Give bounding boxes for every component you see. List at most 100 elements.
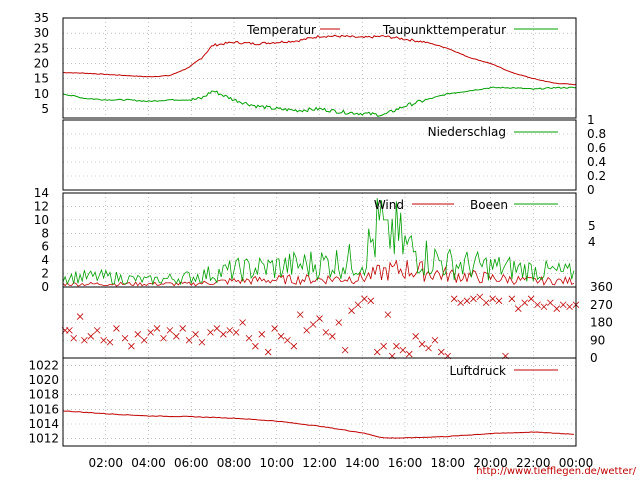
wind-direction-point <box>121 334 129 342</box>
x-tick-label: 02:00 <box>88 456 123 470</box>
wind-direction-point <box>418 340 426 348</box>
wind-direction-point <box>405 350 413 358</box>
x-tick-label: 06:00 <box>174 456 209 470</box>
legend-boeen: Boeen <box>470 198 508 212</box>
y2-tick-label: 360 <box>590 280 613 294</box>
point-mark <box>303 327 310 334</box>
point-mark <box>367 297 375 305</box>
x-tick-label: 10:00 <box>259 456 294 470</box>
y-tick-label: 1022 <box>28 358 59 372</box>
wind-direction-point <box>380 342 387 350</box>
point-mark <box>341 346 349 354</box>
point-mark <box>335 319 343 326</box>
wind-direction-point <box>367 297 375 305</box>
point-mark <box>380 342 387 350</box>
point-mark <box>153 325 161 332</box>
point-mark <box>113 325 120 332</box>
wind-direction-point <box>450 295 458 303</box>
point-mark <box>508 295 516 303</box>
point-mark <box>239 319 246 326</box>
point-mark <box>393 342 400 350</box>
wind-direction-point <box>66 327 73 334</box>
point-mark <box>277 333 285 340</box>
wind-direction-point <box>335 319 343 326</box>
point-mark <box>431 336 439 344</box>
point-mark <box>81 336 88 344</box>
wind-direction-point <box>521 299 528 307</box>
point-mark <box>284 336 291 344</box>
point-mark <box>207 329 214 336</box>
wind-direction-point <box>361 295 368 303</box>
x-tick-label: 16:00 <box>388 456 423 470</box>
y2-tick-label: 4 <box>588 235 596 249</box>
wind-direction-point <box>128 342 135 350</box>
wind-direction-point <box>559 301 567 309</box>
point-mark <box>264 348 272 356</box>
wind-direction-point <box>185 336 193 344</box>
y-tick-label: 14 <box>34 186 49 200</box>
wind-direction-point <box>100 336 107 344</box>
point-mark <box>179 325 186 332</box>
point-mark <box>316 315 323 322</box>
point-mark <box>425 344 432 352</box>
x-tick-label: 12:00 <box>302 456 337 470</box>
point-mark <box>566 303 573 311</box>
wind-direction-point <box>179 325 186 332</box>
y-tick-label: 8 <box>41 226 49 240</box>
point-mark <box>134 331 142 338</box>
wind-direction-point <box>547 299 554 307</box>
legend-temperatur: Temperatur <box>246 23 316 37</box>
point-mark <box>192 331 199 338</box>
panel-frame <box>62 17 577 119</box>
y-tick-label: 1012 <box>28 432 59 446</box>
wind-direction-point <box>258 331 266 338</box>
y2-tick-label: 0.4 <box>587 155 606 169</box>
wind-direction-point <box>316 315 323 322</box>
point-mark <box>271 325 278 332</box>
y-tick-label: 10 <box>34 87 49 101</box>
wind-direction-point <box>290 342 298 350</box>
wind-direction-point <box>213 325 221 332</box>
wind-direction-point <box>348 307 355 314</box>
point-mark <box>121 334 129 342</box>
x-tick-label: 20:00 <box>473 456 508 470</box>
wind-direction-point <box>277 333 285 340</box>
point-mark <box>329 333 336 340</box>
credit-link[interactable]: http://www.tiefflegen.de/wetter/ <box>476 466 636 477</box>
point-mark <box>354 301 362 309</box>
point-mark <box>232 329 240 336</box>
point-mark <box>515 305 522 312</box>
wind-direction-point <box>540 303 548 311</box>
point-mark <box>160 334 167 342</box>
point-mark <box>93 327 101 334</box>
point-mark <box>547 299 554 307</box>
wind-direction-point <box>252 342 259 350</box>
y-tick-label: 1016 <box>28 402 59 416</box>
y-tick-label: 1018 <box>28 388 59 402</box>
point-mark <box>296 311 304 318</box>
y2-tick-label: 1 <box>587 113 595 127</box>
point-mark <box>128 342 135 350</box>
point-mark <box>463 297 471 305</box>
wind-direction-point <box>412 333 419 340</box>
dewpoint-line <box>62 86 576 117</box>
point-mark <box>198 338 206 346</box>
point-mark <box>438 348 445 356</box>
wind-direction-point <box>106 338 114 346</box>
wind-direction-point <box>226 327 234 334</box>
wind-direction-point <box>134 331 142 338</box>
point-mark <box>147 329 154 336</box>
point-mark <box>457 299 464 307</box>
point-mark <box>559 301 567 309</box>
wind-direction-point <box>482 299 490 307</box>
wind-direction-point <box>309 321 317 328</box>
x-tick-label: 00:00 <box>559 456 594 470</box>
point-mark <box>470 295 477 303</box>
point-mark <box>226 327 234 334</box>
panel-frame <box>62 119 577 191</box>
wind-direction-point <box>329 333 336 340</box>
temperature-line <box>63 34 577 86</box>
y-tick-label: 35 <box>34 11 49 25</box>
point-mark <box>166 327 174 334</box>
gust-line <box>62 198 575 286</box>
